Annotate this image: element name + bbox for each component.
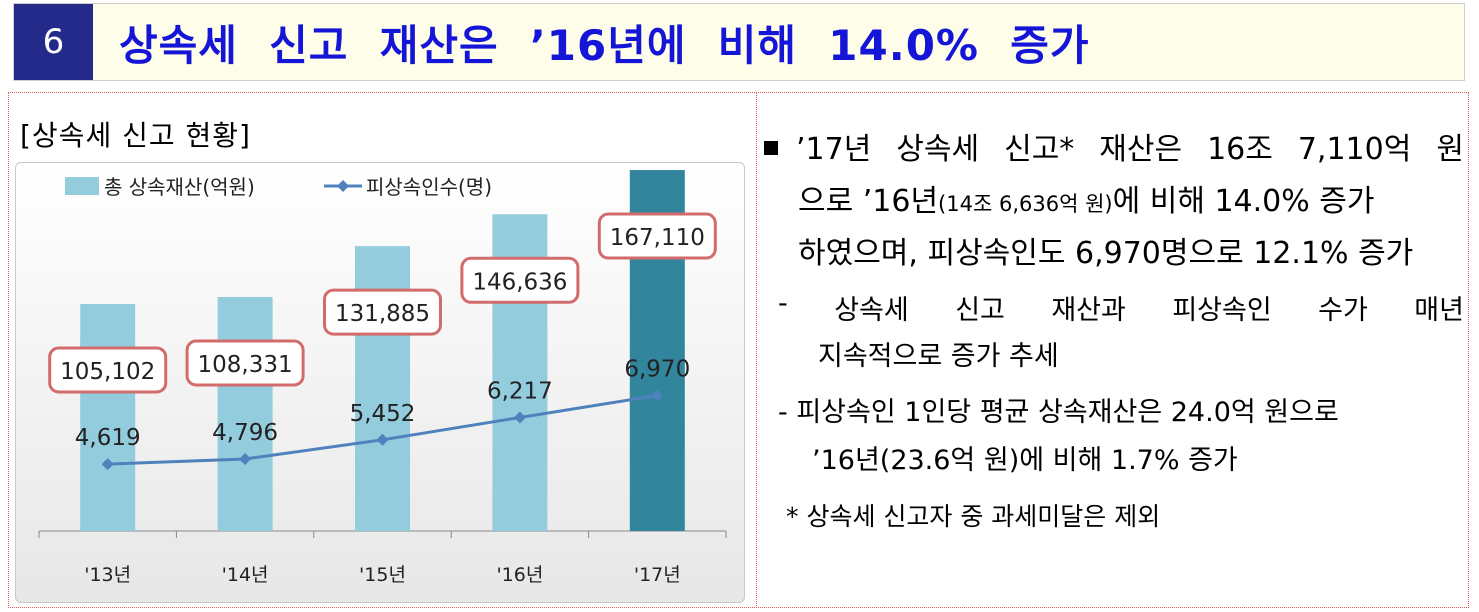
line-value-label: 4,796 [212,420,278,446]
bullet-word: 신고* [1004,132,1075,167]
bar-label-box [460,256,580,304]
category-label: '13년 [84,564,131,586]
dash-word: 신고 [955,295,1005,326]
bullet-word: ’17년 [796,132,872,167]
bullet-word: 16조 [1207,132,1273,167]
category-label: '14년 [222,564,269,586]
dash-1-line-1: - 상속세 신고 재산과 피상속인 수가 매년 [778,288,1464,327]
line-point [239,452,252,465]
bar [80,303,136,531]
section-title: 상속세 신고 재산은 ’16년에 비해 14.0% 증가 [119,21,1090,70]
category-label: '16년 [496,564,543,586]
dash-word: - [778,288,788,319]
bar-value-label: 108,331 [198,352,293,378]
bullet-line-2a: 으로 ’16년 [798,184,939,219]
chart-caption: [상속세 신고 현황] [20,119,251,152]
dash-word: 매년 [1414,295,1464,326]
bullet-icon: ’17년 [764,124,871,168]
legend-line-marker [337,180,349,192]
dash-2-line-2: ’16년(23.6억 원)에 비해 1.7% 증가 [812,445,1238,476]
legend-bar-label: 총 상속재산(억원) [104,175,255,199]
bar-label-box [597,212,717,260]
bar-value-label: 167,110 [610,225,705,251]
legend-bar-swatch [65,177,99,195]
line-value-label: 6,970 [624,356,690,382]
divider-bottom [8,607,1469,608]
bullet-line-2-small: (14조 6,636억 원) [938,192,1113,216]
line-value-label: 4,619 [75,425,141,451]
inheritance-chart: 총 상속재산(억원) 피상속인수(명) 105,102 '13년 108,331 '14년… [38,170,727,586]
section-header: 6 상속세 신고 재산은 ’16년에 비해 14.0% 증가 [13,3,1465,81]
divider-right [1468,92,1469,608]
category-label: '15년 [359,564,406,586]
dash-word: 피상속인 [1172,295,1272,326]
dash-2-line-1: - 피상속인 1인당 평균 상속재산은 24.0억 원으로 [778,397,1339,428]
dash-word: 수가 [1318,295,1368,326]
dash-word: 상속세 [834,295,909,326]
bar-value-label: 146,636 [472,269,567,295]
line-value-label: 6,217 [487,378,553,404]
line-point [513,411,526,424]
legend-line-label: 피상속인수(명) [366,175,492,199]
divider-middle [756,92,757,608]
bar-value-label: 105,102 [60,359,155,385]
divider-top [8,92,1469,93]
bar [217,297,273,531]
bullet-line-2: 으로 ’16년(14조 6,636억 원)에 비해 14.0% 증가 [798,176,1375,220]
bullet-line-2b: 에 비해 14.0% 증가 [1112,184,1375,219]
bar-value-label: 131,885 [335,301,430,327]
bar-label-box [323,288,442,336]
dash-word: 재산과 [1051,295,1126,326]
bullet-word: 7,110억 [1297,132,1412,167]
line-point [101,458,114,471]
bullet-word: 원 [1436,132,1464,167]
line-value-label: 5,452 [350,401,416,427]
section-number: 6 [14,4,93,80]
bullet-word: 상속세 [896,132,980,167]
bullet-line-1: ’17년 상속세 신고* 재산은 16조 7,110억 원 [764,124,1464,168]
chart-panel: 총 상속재산(억원) 피상속인수(명) 105,102 '13년 108,331 '14년… [15,162,745,603]
divider-left [8,92,9,608]
line-point [376,433,389,446]
line-point [651,389,664,402]
bar-label-box [185,339,305,387]
category-label: '17년 [634,564,681,586]
bar-label-box [48,346,168,394]
bullet-word: 재산은 [1099,132,1183,167]
dash-1-line-2: 지속적으로 증가 추세 [818,341,1059,372]
bullet-line-3: 하였으며, 피상속인도 6,970명으로 12.1% 증가 [798,236,1414,271]
footnote: * 상속세 신고자 중 과세미달은 제외 [786,502,1161,531]
